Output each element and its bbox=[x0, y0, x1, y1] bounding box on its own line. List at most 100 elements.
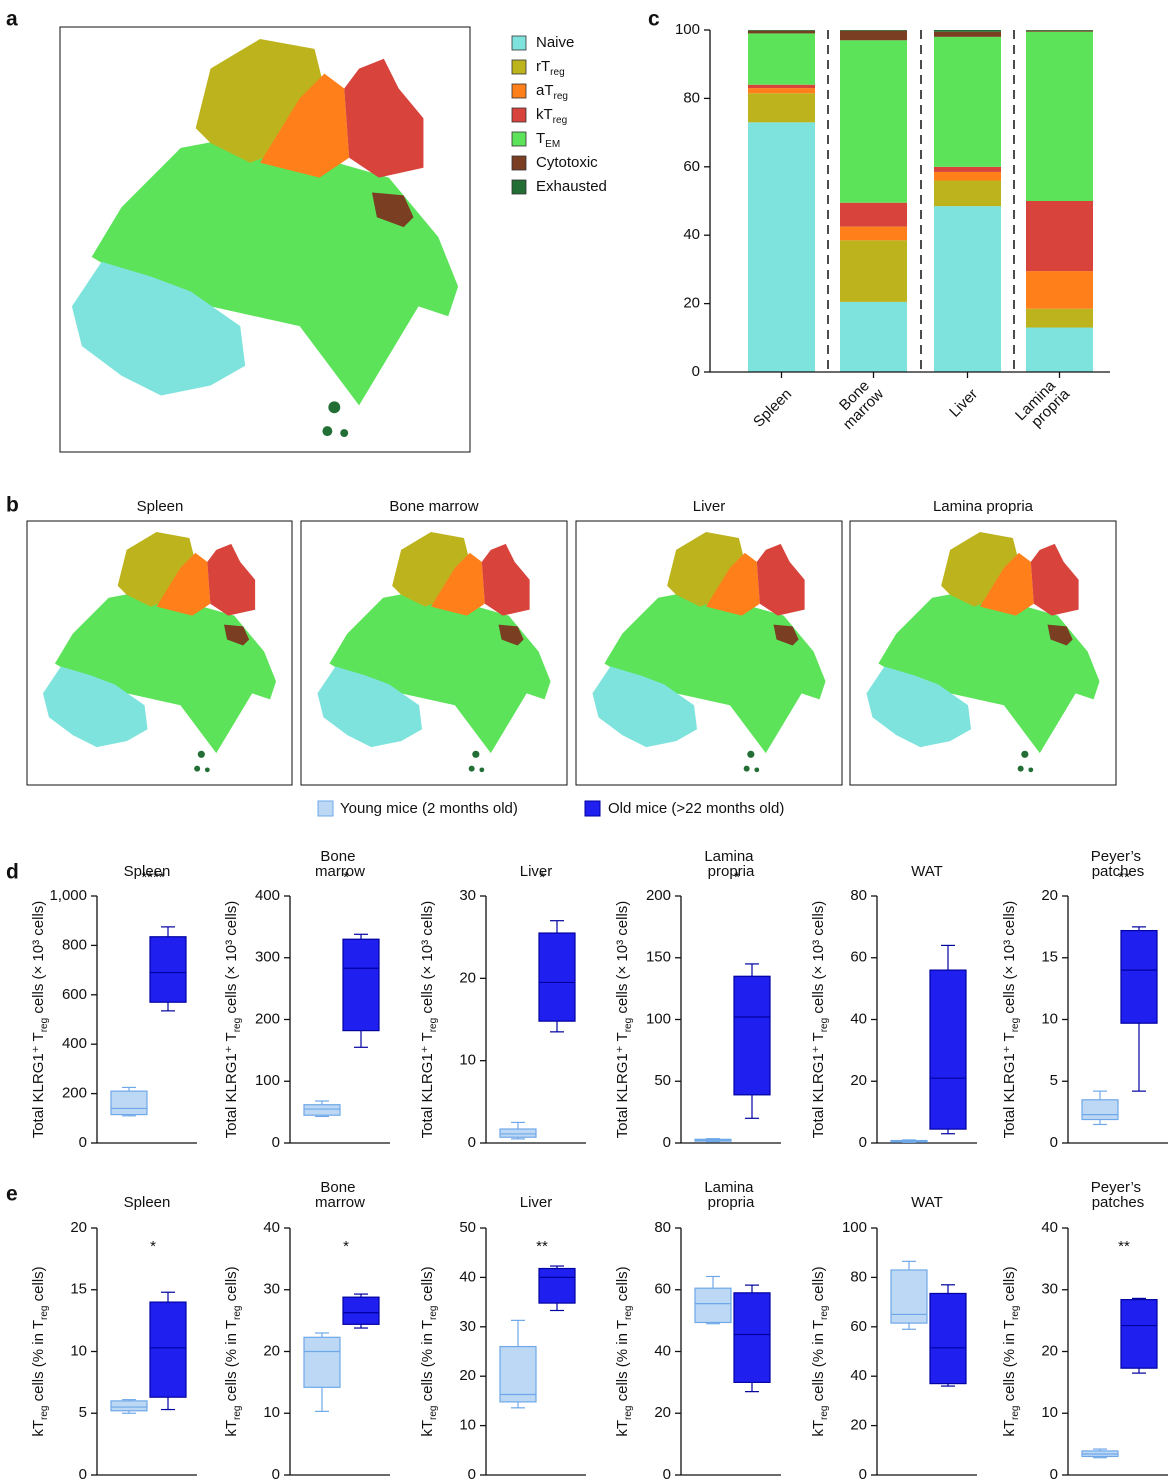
box bbox=[149, 936, 187, 1003]
legend-swatch bbox=[511, 131, 527, 147]
bar-segment bbox=[840, 240, 907, 302]
legend-swatch bbox=[511, 35, 527, 51]
y-axis-label-part: kT bbox=[419, 1420, 436, 1437]
y-axis-label-part: Total KLRG1⁺ T bbox=[30, 1032, 47, 1138]
chart-title: Lamina propria bbox=[704, 1179, 757, 1211]
chart-title-line: Bone bbox=[320, 848, 359, 865]
legend-label-part: Cytotoxic bbox=[536, 154, 598, 171]
y-tick-label: 10 bbox=[459, 1417, 476, 1434]
bar-segment bbox=[1026, 30, 1093, 32]
box bbox=[890, 1269, 928, 1324]
box bbox=[733, 1292, 771, 1383]
legend-label: TEM bbox=[536, 130, 560, 150]
chart-title-line: patches bbox=[1092, 1194, 1145, 1211]
box bbox=[342, 938, 380, 1032]
legend-label: aTreg bbox=[536, 82, 568, 102]
legend-label: rTreg bbox=[536, 58, 565, 78]
y-axis-label-part: cells (× 10³ cells) bbox=[810, 901, 827, 1018]
bar-segment bbox=[934, 31, 1001, 37]
box bbox=[733, 975, 771, 1096]
legend-swatch bbox=[584, 800, 601, 817]
bar-segment bbox=[748, 30, 815, 31]
chart-title-line: WAT bbox=[911, 863, 943, 880]
y-axis-label-part: reg bbox=[428, 1018, 439, 1032]
y-axis-label-part: cells (× 10³ cells) bbox=[30, 901, 47, 1018]
y-tick-label: 0 bbox=[79, 1466, 87, 1479]
box bbox=[538, 1267, 576, 1304]
chart-title-line: marrow bbox=[315, 1194, 365, 1211]
y-axis-label-part: cells) bbox=[810, 1266, 827, 1305]
y-axis-label: Total KLRG1⁺ Treg cells (× 10³ cells) bbox=[30, 901, 50, 1139]
legend-label-part: aT bbox=[536, 82, 554, 99]
bar-segment bbox=[934, 180, 1001, 207]
bar-segment bbox=[748, 30, 815, 34]
chart-title: WAT bbox=[911, 863, 943, 880]
y-axis-label-part: reg bbox=[232, 1018, 243, 1032]
legend-label: Naive bbox=[536, 34, 574, 51]
bar-segment bbox=[748, 122, 815, 372]
chart-title-line: WAT bbox=[911, 1194, 943, 1211]
box bbox=[1081, 1099, 1119, 1121]
y-axis-label-part: Total KLRG1⁺ T bbox=[223, 1032, 240, 1138]
box bbox=[499, 1345, 537, 1403]
y-tick-label: 100 bbox=[675, 21, 700, 38]
bar-segment bbox=[934, 171, 1001, 181]
y-axis-label-part: reg bbox=[1010, 1306, 1021, 1320]
bar-segment bbox=[934, 36, 1001, 167]
y-tick-label: 15 bbox=[70, 1281, 87, 1298]
y-axis-label-part: reg bbox=[623, 1306, 634, 1320]
chart-title: Liver bbox=[520, 863, 553, 880]
y-tick-label: 400 bbox=[62, 1035, 87, 1052]
y-axis-label: Total KLRG1⁺ Treg cells (× 10³ cells) bbox=[810, 901, 830, 1139]
y-tick-label: 1,000 bbox=[49, 887, 87, 904]
y-tick-label: 20 bbox=[1041, 887, 1058, 904]
chart-title-line: patches bbox=[1092, 863, 1145, 880]
y-axis-label-part: kT bbox=[1001, 1420, 1018, 1437]
y-tick-label: 40 bbox=[850, 1367, 867, 1384]
y-tick-label: 0 bbox=[663, 1134, 671, 1151]
y-tick-label: 800 bbox=[62, 936, 87, 953]
y-axis-label: kTreg cells (% in Treg cells) bbox=[419, 1266, 439, 1436]
y-axis-label: kTreg cells (% in Treg cells) bbox=[614, 1266, 634, 1436]
y-tick-label: 0 bbox=[272, 1134, 280, 1151]
y-tick-label: 15 bbox=[1041, 949, 1058, 966]
y-tick-label: 40 bbox=[459, 1268, 476, 1285]
y-tick-label: 200 bbox=[646, 887, 671, 904]
y-tick-label: 300 bbox=[255, 949, 280, 966]
panel-label: b bbox=[6, 494, 19, 517]
panel-label: c bbox=[648, 8, 660, 31]
y-tick-label: 30 bbox=[459, 1318, 476, 1335]
bar-segment bbox=[840, 226, 907, 241]
y-tick-label: 200 bbox=[62, 1085, 87, 1102]
y-axis-label-part: cells (% in T bbox=[810, 1320, 827, 1406]
y-tick-label: 80 bbox=[850, 887, 867, 904]
chart-title: Peyer’s patches bbox=[1091, 848, 1145, 880]
y-tick-label: 20 bbox=[850, 1072, 867, 1089]
y-axis-label: kTreg cells (% in Treg cells) bbox=[1001, 1266, 1021, 1436]
umap-title: Bone marrow bbox=[389, 498, 478, 515]
box bbox=[538, 932, 576, 1022]
umap-title: Lamina propria bbox=[933, 498, 1034, 515]
y-axis-label-part: cells) bbox=[30, 1266, 47, 1305]
y-axis-label-part: reg bbox=[39, 1306, 50, 1320]
y-tick-label: 20 bbox=[683, 295, 700, 312]
y-tick-label: 0 bbox=[468, 1134, 476, 1151]
bar-segment bbox=[748, 88, 815, 94]
y-tick-label: 0 bbox=[272, 1466, 280, 1479]
y-axis-label-part: reg bbox=[819, 1018, 830, 1032]
y-axis-label: Total KLRG1⁺ Treg cells (× 10³ cells) bbox=[419, 901, 439, 1139]
y-tick-label: 600 bbox=[62, 986, 87, 1003]
y-axis-label-part: cells) bbox=[1001, 1266, 1018, 1305]
y-axis-label-part: kT bbox=[30, 1420, 47, 1437]
y-axis-label-part: reg bbox=[1010, 1018, 1021, 1032]
y-axis-label-part: reg bbox=[39, 1018, 50, 1032]
bar-segment bbox=[748, 84, 815, 89]
chart-title-line: Spleen bbox=[124, 863, 171, 880]
y-axis-label-part: reg bbox=[819, 1406, 830, 1420]
y-tick-label: 30 bbox=[1041, 1281, 1058, 1298]
box bbox=[303, 1104, 341, 1116]
y-tick-label: 60 bbox=[850, 1318, 867, 1335]
y-tick-label: 0 bbox=[663, 1466, 671, 1479]
bar-segment bbox=[748, 93, 815, 123]
